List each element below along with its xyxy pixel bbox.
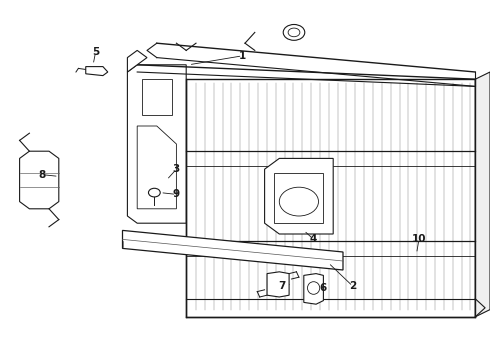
Polygon shape bbox=[137, 126, 176, 209]
Ellipse shape bbox=[308, 282, 319, 294]
Polygon shape bbox=[142, 79, 172, 115]
Polygon shape bbox=[127, 65, 186, 223]
Polygon shape bbox=[267, 272, 289, 297]
Text: 10: 10 bbox=[412, 234, 426, 244]
Text: 2: 2 bbox=[349, 281, 356, 291]
Polygon shape bbox=[20, 151, 59, 209]
Text: 4: 4 bbox=[310, 234, 318, 244]
Text: 1: 1 bbox=[239, 51, 246, 61]
Text: 8: 8 bbox=[38, 170, 45, 180]
Polygon shape bbox=[127, 50, 147, 72]
Polygon shape bbox=[86, 67, 108, 76]
Polygon shape bbox=[122, 230, 343, 270]
Text: 7: 7 bbox=[278, 281, 286, 291]
Polygon shape bbox=[186, 79, 475, 317]
Text: 5: 5 bbox=[92, 47, 99, 57]
Polygon shape bbox=[274, 173, 323, 223]
Polygon shape bbox=[475, 72, 490, 317]
Polygon shape bbox=[265, 158, 333, 234]
Text: 3: 3 bbox=[173, 164, 180, 174]
Text: 6: 6 bbox=[320, 283, 327, 293]
Polygon shape bbox=[304, 274, 323, 304]
Text: 9: 9 bbox=[173, 189, 180, 199]
